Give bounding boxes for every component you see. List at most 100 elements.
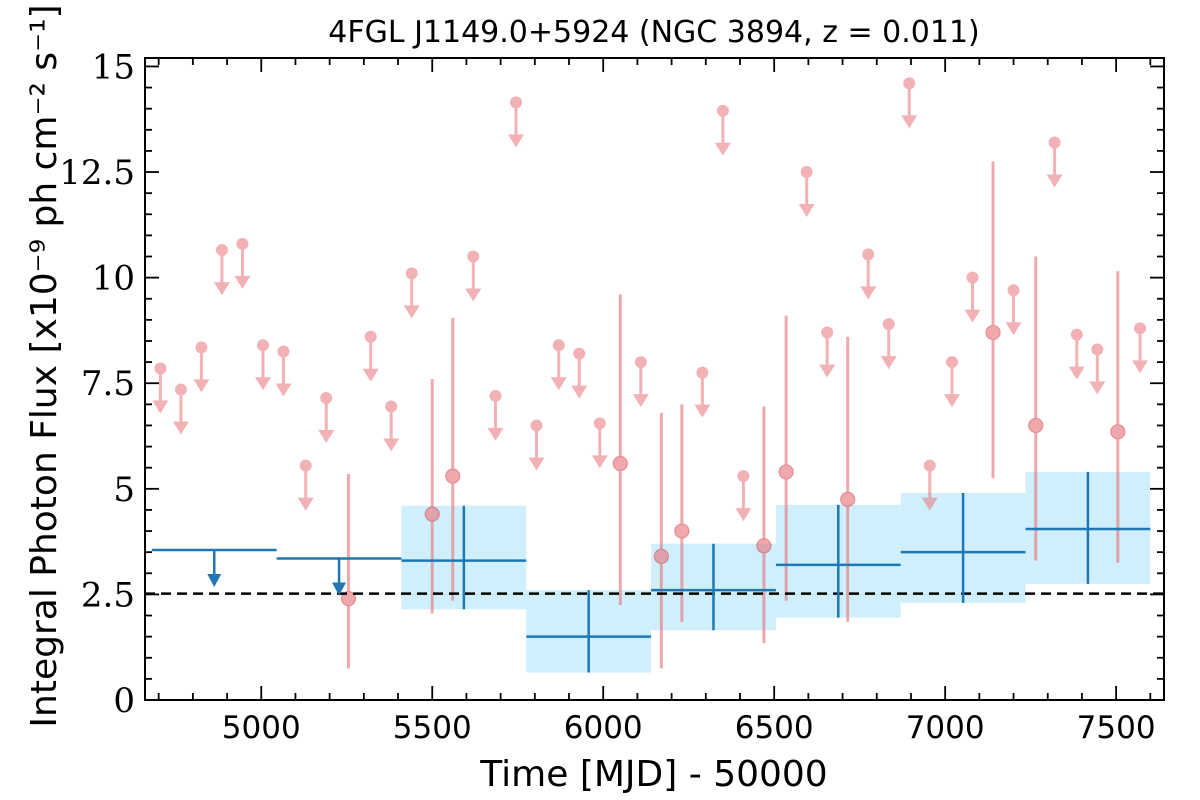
monthly-upper-limit-arrow <box>172 421 189 435</box>
monthly-upper-limit-arrow <box>234 275 251 289</box>
monthly-upper-limit <box>508 96 525 148</box>
monthly-upper-limit-point <box>489 389 502 402</box>
monthly-detection-point <box>840 491 856 507</box>
monthly-upper-limit-point <box>299 459 312 472</box>
monthly-upper-limit-arrow <box>487 427 504 441</box>
monthly-upper-limit-arrow <box>735 508 752 522</box>
monthly-upper-limit <box>819 326 836 378</box>
monthly-upper-limit <box>964 271 981 323</box>
monthly-upper-limit-point <box>716 104 729 117</box>
monthly-upper-limit-point <box>277 345 290 358</box>
monthly-upper-limit-point <box>510 96 523 109</box>
monthly-upper-limit-point <box>385 400 398 413</box>
monthly-detection-point <box>612 455 628 472</box>
monthly-upper-limit <box>921 459 938 511</box>
monthly-detection-point <box>1028 417 1044 434</box>
monthly-upper-limit <box>234 237 251 289</box>
monthly-detection-point <box>445 468 461 484</box>
monthly-upper-limit-arrow <box>193 379 210 393</box>
monthly-upper-limit <box>403 267 420 319</box>
monthly-upper-limit-arrow <box>362 368 379 382</box>
monthly-upper-limit-arrow <box>694 404 711 418</box>
monthly-upper-limit-arrow <box>152 400 169 414</box>
monthly-upper-limit <box>901 77 918 129</box>
monthly-upper-limit-point <box>1134 322 1147 335</box>
monthly-upper-limit-point <box>405 267 418 280</box>
monthly-upper-limit-arrow <box>943 394 960 408</box>
monthly-upper-limit-arrow <box>964 309 981 323</box>
y-tick-label: 5 <box>113 470 135 510</box>
yearly-detection <box>401 505 527 610</box>
monthly-upper-limit-arrow <box>632 394 649 408</box>
monthly-upper-limit-point <box>320 392 333 405</box>
monthly-upper-limit-arrow <box>819 364 836 378</box>
monthly-upper-limit <box>1068 328 1085 380</box>
monthly-upper-limit <box>1005 284 1022 336</box>
monthly-upper-limit-arrow <box>901 115 918 129</box>
monthly-upper-limit-arrow <box>508 134 525 148</box>
monthly-upper-limit <box>1046 136 1063 188</box>
monthly-detection-point <box>756 538 772 554</box>
monthly-upper-limit-point <box>467 250 480 263</box>
monthly-upper-limit-arrow <box>528 457 545 471</box>
monthly-upper-limit-arrow <box>550 377 567 391</box>
monthly-upper-limit-point <box>923 459 936 472</box>
monthly-upper-limit-arrow <box>591 455 608 469</box>
monthly-upper-limit <box>465 250 482 302</box>
monthly-upper-limit <box>487 389 504 441</box>
monthly-upper-limit-point <box>696 366 709 379</box>
monthly-detection <box>1110 271 1126 563</box>
monthly-upper-limit <box>383 400 400 452</box>
yearly-upper-limit-arrow <box>207 574 222 588</box>
monthly-detection-point <box>985 324 1001 341</box>
monthly-upper-limit-arrow <box>213 282 230 296</box>
monthly-upper-limit-arrow <box>571 385 588 399</box>
yearly-upper-limit-arrow <box>332 582 347 596</box>
monthly-upper-limit-arrow <box>403 305 420 319</box>
x-tick-label: 7500 <box>1077 710 1156 746</box>
monthly-upper-limit <box>714 104 731 156</box>
monthly-upper-limit <box>591 417 608 469</box>
monthly-detection-point <box>1110 424 1126 440</box>
monthly-upper-limit-arrow <box>254 377 271 391</box>
monthly-upper-limit-arrow <box>1132 360 1149 374</box>
monthly-upper-limit-point <box>1048 136 1061 149</box>
yearly-detection <box>775 504 901 618</box>
monthly-detection <box>985 161 1001 479</box>
monthly-detection <box>840 336 856 622</box>
monthly-upper-limit <box>632 356 649 408</box>
monthly-upper-limit <box>798 166 815 218</box>
x-tick-label: 7000 <box>906 710 985 746</box>
y-tick-label: 12.5 <box>59 153 135 193</box>
monthly-detection-point <box>653 548 669 564</box>
y-tick-label: 2.5 <box>81 575 135 615</box>
monthly-upper-limit-point <box>195 341 208 354</box>
monthly-upper-limit <box>735 470 752 522</box>
monthly-upper-limit-arrow <box>297 497 314 511</box>
monthly-upper-limit <box>880 318 897 370</box>
monthly-upper-limit-point <box>1070 328 1083 341</box>
x-tick-label: 6500 <box>735 710 814 746</box>
monthly-upper-limit-point <box>966 271 979 284</box>
monthly-upper-limit-point <box>882 318 895 331</box>
monthly-upper-limit-arrow <box>1005 322 1022 336</box>
yearly-detection <box>651 543 776 631</box>
monthly-detection <box>778 315 794 601</box>
monthly-upper-limit <box>152 362 169 414</box>
monthly-upper-limit-arrow <box>465 288 482 302</box>
monthly-detection <box>445 317 461 601</box>
monthly-upper-limit-point <box>174 383 187 396</box>
monthly-upper-limit-arrow <box>798 204 815 218</box>
monthly-upper-limit <box>528 419 545 471</box>
monthly-upper-limit-arrow <box>921 497 938 511</box>
monthly-upper-limit-arrow <box>1046 174 1063 188</box>
monthly-detection <box>424 379 440 614</box>
monthly-upper-limit <box>297 459 314 511</box>
y-tick-label: 7.5 <box>81 364 135 404</box>
monthly-detection <box>1028 256 1044 561</box>
monthly-upper-limit-arrow <box>1089 381 1106 395</box>
monthly-upper-limit-point <box>154 362 167 375</box>
yearly-upper-limit <box>151 548 277 588</box>
chart-title: 4FGL J1149.0+5924 (NGC 3894, z = 0.011) <box>328 15 980 50</box>
